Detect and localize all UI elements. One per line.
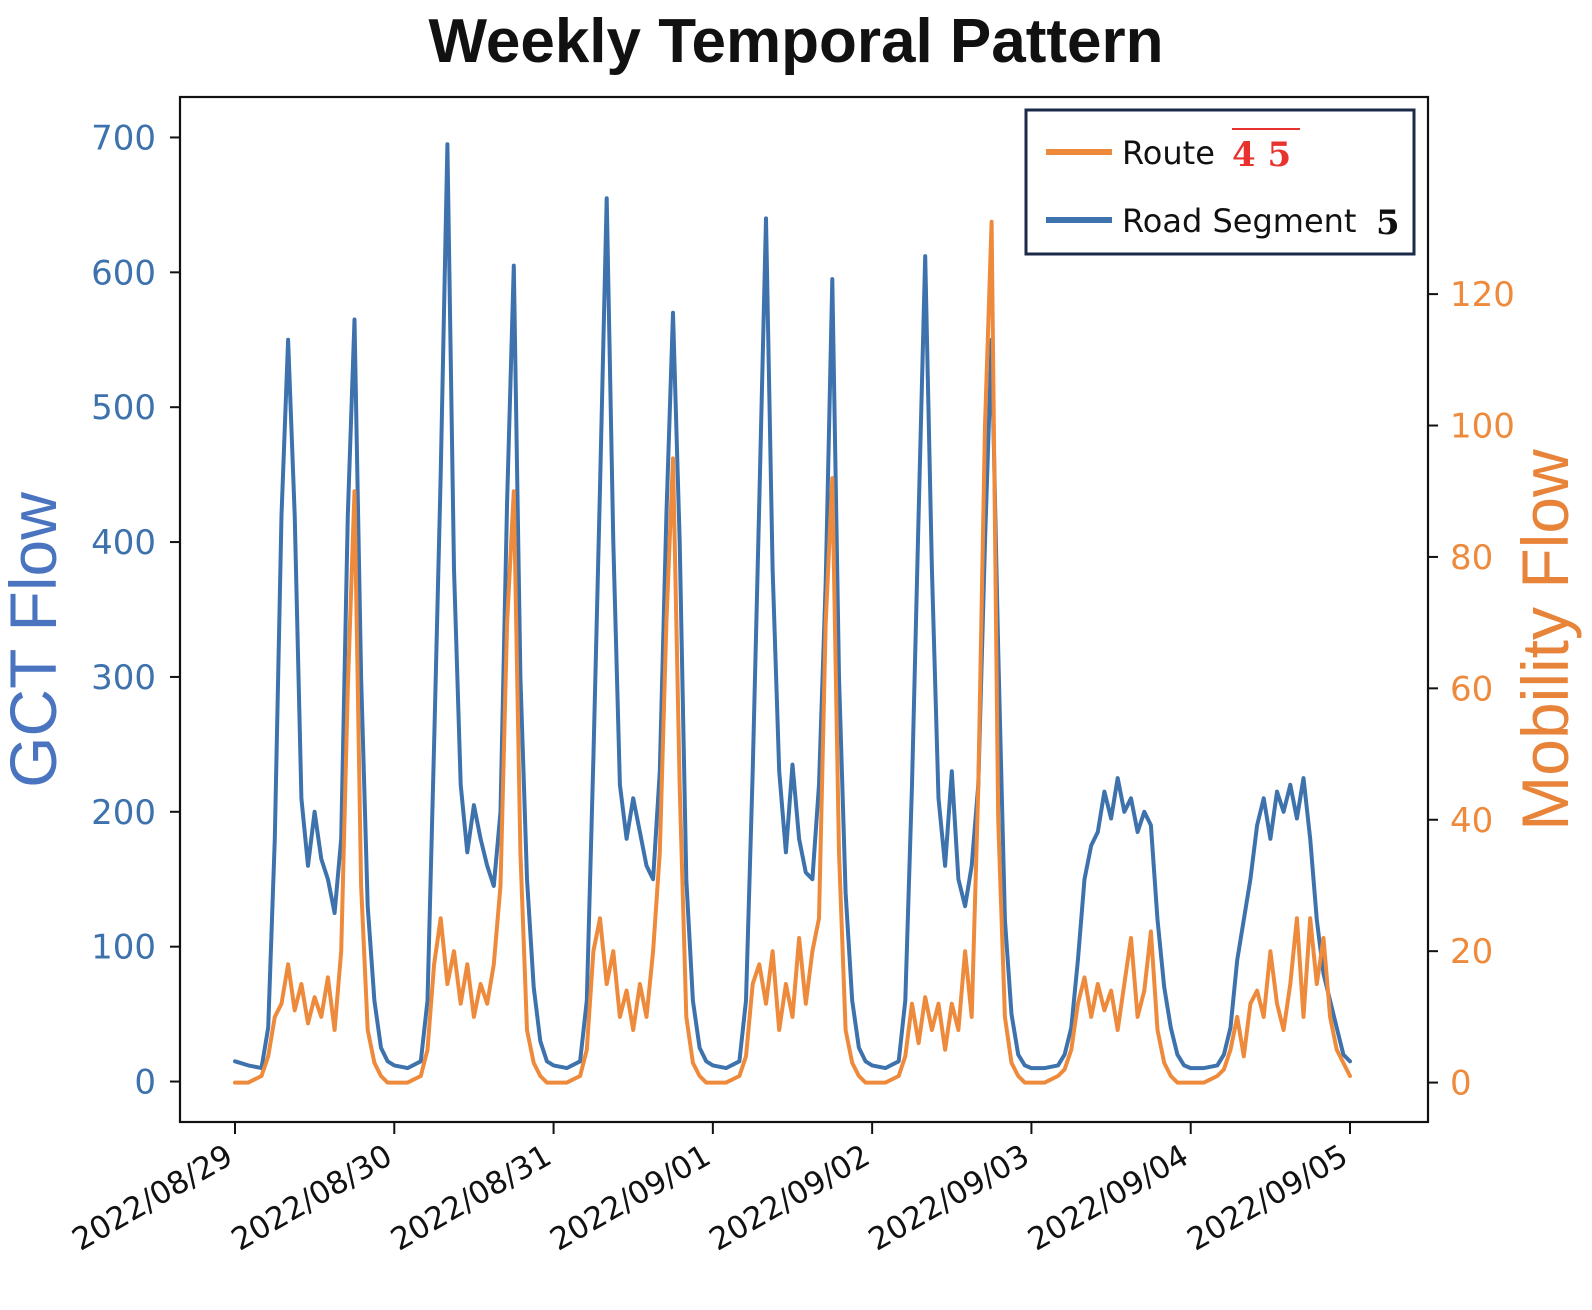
right-tick-label: 120 (1450, 275, 1515, 315)
right-tick-label: 60 (1450, 669, 1493, 709)
left-tick-label: 600 (91, 253, 156, 293)
legend-box (1024, 108, 1416, 256)
left-y-axis: 0 100 200 300 400 500 600 700 (91, 118, 180, 1103)
x-tick-label: 2022/09/03 (863, 1138, 1036, 1259)
left-tick-label: 100 (91, 928, 156, 968)
series-layer (233, 142, 1352, 1085)
legend-route-id: 4 5 (1232, 135, 1291, 175)
left-tick-label: 200 (91, 793, 156, 833)
legend-label-road-segment: Road Segment (1122, 202, 1356, 240)
left-tick-label: 700 (91, 118, 156, 158)
left-tick-label: 300 (91, 658, 156, 698)
chart-title: Weekly Temporal Pattern (428, 7, 1163, 76)
plot-frame (178, 95, 1430, 1124)
x-tick-label: 2022/08/30 (226, 1138, 399, 1259)
x-tick-label: 2022/09/04 (1022, 1138, 1195, 1259)
legend: Route 4 5 Road Segment 5 (1024, 108, 1416, 256)
series-line-route (233, 219, 1352, 1085)
left-tick-label: 0 (134, 1063, 156, 1103)
x-axis: 2022/08/292022/08/302022/08/312022/09/01… (66, 1122, 1354, 1258)
left-tick-label: 400 (91, 523, 156, 563)
x-tick-label: 2022/08/29 (66, 1138, 239, 1259)
x-tick-label: 2022/09/01 (544, 1138, 717, 1259)
right-tick-label: 80 (1450, 538, 1493, 578)
series-line-road-segment (233, 142, 1352, 1071)
right-tick-label: 40 (1450, 801, 1493, 841)
legend-label-route: Route (1122, 134, 1215, 172)
x-tick-label: 2022/09/05 (1181, 1138, 1354, 1259)
legend-segment-id: 5 (1376, 203, 1400, 243)
right-tick-label: 20 (1450, 932, 1493, 972)
x-tick-label: 2022/09/02 (703, 1138, 876, 1259)
y-axis-label-left: GCT Flow (0, 492, 70, 788)
y-axis-label-right: Mobility Flow (1508, 449, 1582, 831)
left-tick-label: 500 (91, 388, 156, 428)
x-tick-label: 2022/08/31 (385, 1138, 558, 1259)
right-tick-label: 0 (1450, 1064, 1472, 1104)
right-y-axis: 0 20 40 60 80 100 120 (1428, 275, 1515, 1104)
right-tick-label: 100 (1450, 407, 1515, 447)
